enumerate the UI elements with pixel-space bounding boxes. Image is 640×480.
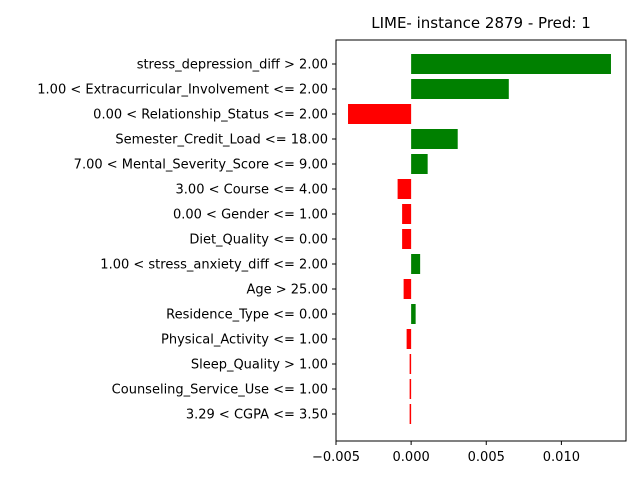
y-tick-label-9: Age > 25.00 (246, 283, 328, 298)
y-tick-label-4: 7.00 < Mental_Severity_Score <= 9.00 (74, 158, 328, 173)
chart-title: LIME- instance 2879 - Pred: 1 (371, 14, 591, 32)
y-tick-label-7: Diet_Quality <= 0.00 (189, 233, 328, 248)
bar-8 (411, 254, 421, 274)
y-tick-label-1: 1.00 < Extracurricular_Involvement <= 2.… (37, 83, 328, 98)
bar-12 (409, 354, 412, 374)
bar-6 (402, 204, 412, 224)
bar-5 (397, 179, 412, 199)
plot-frame (335, 39, 627, 442)
bar-14 (409, 404, 412, 424)
x-tick-label-2: 0.005 (468, 450, 505, 465)
x-tick-label-0: −0.005 (312, 450, 360, 465)
y-tick-label-6: 0.00 < Gender <= 1.00 (173, 208, 328, 223)
bar-3 (411, 129, 458, 149)
x-axis-ticks: −0.005 0.000 0.005 0.010 (312, 441, 580, 465)
y-tick-label-8: 1.00 < stress_anxiety_diff <= 2.00 (100, 258, 328, 273)
y-tick-label-14: 3.29 < CGPA <= 3.50 (186, 408, 328, 423)
x-tick-label-1: 0.000 (393, 450, 430, 465)
x-tick-label-3: 0.010 (543, 450, 580, 465)
bar-10 (411, 304, 416, 324)
bar-2 (348, 104, 412, 124)
y-tick-label-12: Sleep_Quality > 1.00 (191, 358, 328, 373)
y-tick-label-11: Physical_Activity <= 1.00 (161, 333, 328, 348)
bar-1 (411, 79, 509, 99)
bars-group (348, 54, 611, 424)
y-tick-label-13: Counseling_Service_Use <= 1.00 (112, 383, 328, 398)
y-tick-label-10: Residence_Type <= 0.00 (166, 308, 328, 323)
bar-4 (411, 154, 428, 174)
bar-0 (411, 54, 611, 74)
y-tick-label-3: Semester_Credit_Load <= 18.00 (115, 133, 328, 148)
bar-7 (402, 229, 412, 249)
bar-11 (406, 329, 412, 349)
y-tick-label-5: 3.00 < Course <= 4.00 (176, 183, 328, 198)
bar-13 (409, 379, 412, 399)
y-tick-label-0: stress_depression_diff > 2.00 (137, 58, 328, 73)
y-axis-ticks: stress_depression_diff > 2.00 1.00 < Extr… (37, 58, 336, 423)
bar-9 (403, 279, 412, 299)
y-tick-label-2: 0.00 < Relationship_Status <= 2.00 (93, 108, 328, 123)
